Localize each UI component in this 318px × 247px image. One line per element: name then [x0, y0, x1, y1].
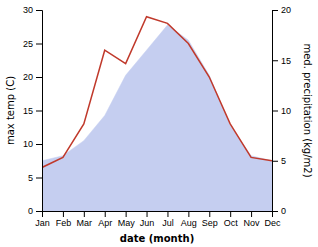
tick: Jan — [35, 211, 50, 228]
tick-mark — [272, 161, 278, 162]
tick-mark — [147, 211, 148, 217]
precip-area — [42, 25, 272, 211]
tick-label: 15 — [281, 56, 291, 66]
tick: 15 — [272, 56, 291, 66]
axis-line — [273, 11, 279, 212]
tick-mark — [36, 144, 42, 145]
axis-line — [36, 11, 43, 212]
axis-line — [43, 212, 273, 218]
tick: 5 — [272, 156, 286, 166]
tick: Apr — [98, 211, 112, 228]
tick-label: 10 — [281, 106, 291, 116]
tick: Mar — [77, 211, 93, 228]
tick: 15 — [23, 106, 42, 116]
tick-mark — [36, 44, 42, 45]
tick: 10 — [272, 106, 291, 116]
tick: Jun — [140, 211, 155, 228]
tick-label: Jul — [162, 218, 174, 228]
y2-axis: 0 5 10 15 20 — [272, 5, 291, 216]
tick-label: 20 — [281, 5, 291, 15]
tick: Jul — [162, 211, 174, 228]
tick-label: Feb — [56, 218, 72, 228]
tick: 20 — [23, 72, 42, 82]
tick-label: Sep — [202, 218, 218, 228]
tick-label: Oct — [224, 218, 239, 228]
tick: 10 — [23, 139, 42, 149]
tick-label: Jun — [140, 218, 155, 228]
tick-label: 0 — [28, 206, 33, 216]
tick: Nov — [244, 211, 261, 228]
tick: 0 — [272, 206, 286, 216]
tick-label: May — [118, 218, 136, 228]
tick-label: 0 — [281, 206, 286, 216]
tick-mark — [272, 10, 278, 11]
tick-mark — [105, 211, 106, 217]
temp-line — [42, 17, 272, 168]
tick: 20 — [272, 5, 291, 15]
tick-label: 20 — [23, 72, 33, 82]
tick-label: Mar — [77, 218, 93, 228]
tick-label: Jan — [35, 218, 50, 228]
tick-label: Apr — [98, 218, 112, 228]
tick: Feb — [56, 211, 72, 228]
tick-label: 30 — [23, 5, 33, 15]
tick-mark — [84, 211, 85, 217]
x-axis-title: date (month) — [120, 233, 194, 244]
tick-label: 5 — [281, 156, 286, 166]
x-axis: Jan Feb Mar Apr May Jun Jul Aug Sep Oct NovDec — [35, 211, 281, 228]
tick-label: Aug — [181, 218, 197, 228]
tick-mark — [272, 60, 278, 61]
tick-label: 25 — [23, 39, 33, 49]
tick: Oct — [224, 211, 239, 228]
tick-mark — [36, 178, 42, 179]
tick-mark — [36, 77, 42, 78]
y2-axis-title: med. precipitation (kg/m2) — [302, 43, 313, 177]
tick-mark — [272, 211, 278, 212]
tick-label: Dec — [264, 218, 281, 228]
tick-mark — [63, 211, 64, 217]
tick: May — [118, 211, 136, 228]
tick-mark — [251, 211, 252, 217]
chart: JanFebMarAprMayJunJulAugSepOctNovDec0510… — [0, 0, 318, 247]
tick-label: 5 — [28, 173, 33, 183]
tick: 25 — [23, 39, 42, 49]
tick-mark — [36, 211, 42, 212]
tick-mark — [209, 211, 210, 217]
tick-mark — [167, 211, 168, 217]
tick: 5 — [28, 173, 42, 183]
tick-mark — [36, 10, 42, 11]
y-axis: 0 5 10 15 20 25 30 — [23, 5, 43, 216]
tick-label: 15 — [23, 106, 33, 116]
plot-area — [42, 17, 272, 211]
tick-mark — [188, 211, 189, 217]
tick: Aug — [181, 211, 197, 228]
tick-mark — [126, 211, 127, 217]
tick: 30 — [23, 5, 42, 15]
y-axis-title: max temp (C) — [5, 76, 16, 145]
tick: 0 — [28, 206, 42, 216]
tick: Sep — [202, 211, 218, 228]
tick-mark — [230, 211, 231, 217]
tick-label: Nov — [244, 218, 261, 228]
tick-mark — [36, 111, 42, 112]
tick-mark — [272, 111, 278, 112]
tick: Dec — [264, 211, 281, 228]
tick-label: 10 — [23, 139, 33, 149]
